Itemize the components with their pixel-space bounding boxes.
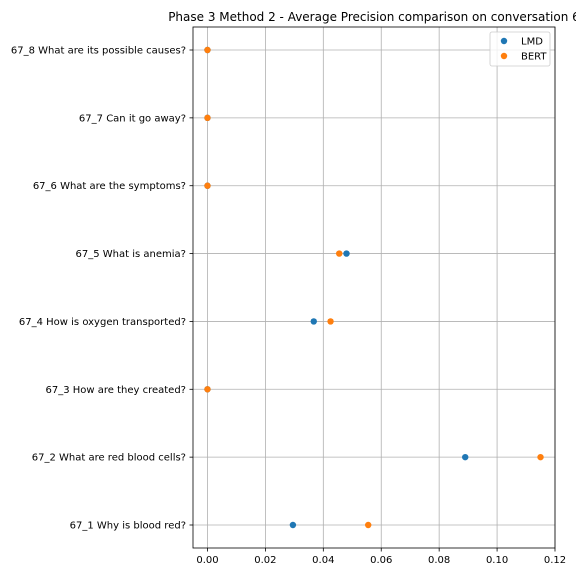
y-tick-label: 67_1 Why is blood red?: [70, 521, 186, 532]
y-tick-label: 67_4 How is oxygen transported?: [19, 317, 186, 328]
grid-layer: [193, 27, 556, 548]
data-point-lmd: [343, 250, 350, 257]
y-tick-label: 67_6 What are the symptoms?: [33, 181, 186, 192]
x-tick-label: 0.12: [544, 555, 566, 566]
data-point-bert: [204, 46, 211, 54]
legend: LMD BERT: [489, 31, 551, 67]
y-tick-label: 67_2 What are red blood cells?: [32, 453, 186, 464]
x-tick-label: 0.00: [196, 555, 218, 566]
data-point-bert: [204, 386, 211, 393]
data-point-bert: [204, 114, 211, 122]
axes-frame: [192, 26, 556, 549]
y-tick-label: 67_8 What are its possible causes?: [11, 46, 186, 57]
data-point-bert: [537, 453, 544, 461]
x-tick-label: 0.08: [428, 555, 450, 566]
legend-label-lmd: LMD: [521, 37, 543, 48]
x-tick-label: 0.10: [486, 555, 508, 566]
legend-marker-lmd: [500, 37, 508, 45]
y-tick-layer: 67_1 Why is blood red? 67_2 What are red …: [11, 46, 193, 532]
y-tick-label: 67_7 Can it go away?: [79, 113, 186, 124]
x-tick-layer: 0.00 0.02 0.04 0.06 0.08 0.10 0.12: [196, 548, 566, 566]
data-point-bert: [336, 250, 343, 257]
y-tick-label: 67_5 What is anemia?: [76, 249, 186, 260]
point-layer: [204, 46, 544, 529]
x-tick-label: 0.04: [312, 555, 334, 566]
data-point-bert: [365, 521, 372, 529]
legend-marker-bert: [500, 52, 508, 60]
data-point-lmd: [462, 453, 469, 461]
y-tick-label: 67_3 How are they created?: [45, 385, 186, 396]
data-point-bert: [204, 182, 211, 189]
data-point-lmd: [289, 521, 297, 529]
data-point-lmd: [310, 318, 317, 325]
x-tick-label: 0.02: [254, 555, 276, 566]
x-tick-label: 0.06: [370, 555, 392, 566]
chart-title: Phase 3 Method 2 - Average Precision com…: [168, 10, 576, 24]
legend-label-bert: BERT: [521, 52, 547, 63]
data-point-bert: [327, 318, 334, 325]
